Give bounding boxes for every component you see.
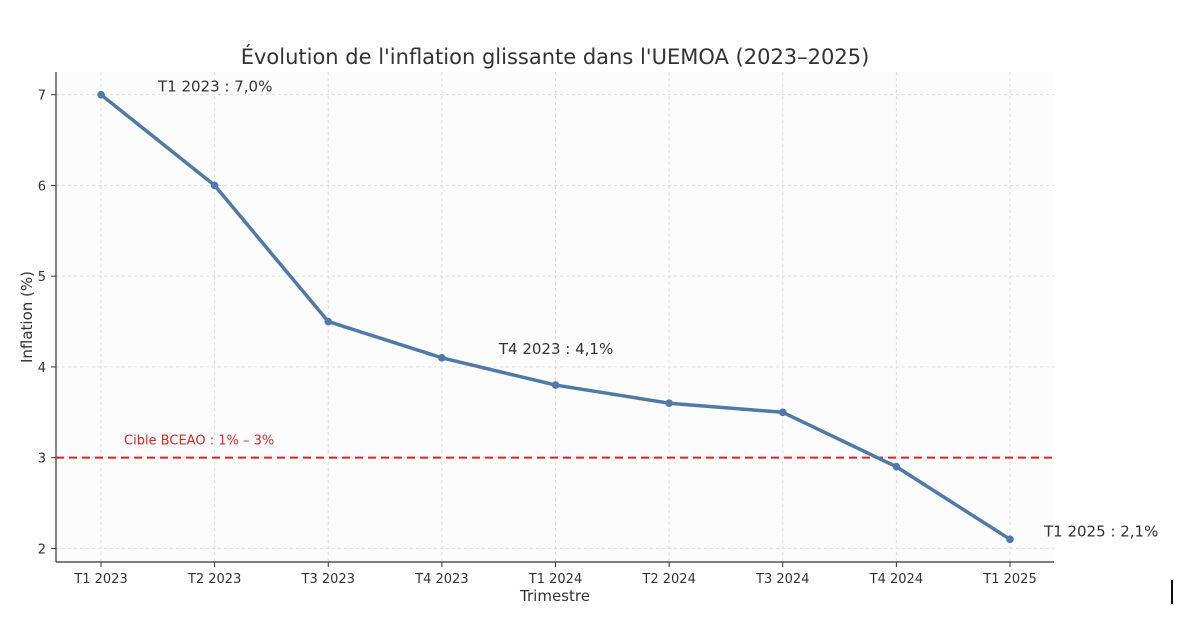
y-tick-label: 3 <box>38 452 46 467</box>
point-annotation: T1 2025 : 2,1% <box>1043 522 1158 540</box>
y-axis-label: Inflation (%) <box>18 271 36 363</box>
data-point <box>778 408 787 417</box>
data-point <box>210 181 219 190</box>
x-tick-label: T4 2024 <box>869 572 923 587</box>
data-point <box>665 399 673 408</box>
x-axis-label: Trimestre <box>519 587 590 605</box>
x-tick-label: T4 2023 <box>414 572 468 587</box>
x-tick-label: T3 2024 <box>755 572 809 587</box>
data-point <box>324 317 333 326</box>
data-point <box>438 354 446 362</box>
annotations: T1 2023 : 7,0% T4 2023 : 4,1% T1 2025 : 2,… <box>157 78 1158 541</box>
y-tick-label: 7 <box>38 89 46 104</box>
text-cursor <box>1171 580 1173 604</box>
x-tick-label: T1 2023 <box>73 572 127 587</box>
series <box>97 90 1014 544</box>
point-annotation: T4 2023 : 4,1% <box>498 340 613 358</box>
x-tick-label: T1 2025 <box>982 572 1036 587</box>
target-band: Cible BCEAO : 1% – 3% <box>56 434 1054 459</box>
data-point <box>551 381 560 389</box>
x-tick-label: T2 2023 <box>187 572 241 587</box>
chart-title: Évolution de l'inflation glissante dans … <box>241 44 870 69</box>
target-label: Cible BCEAO : 1% – 3% <box>124 434 274 449</box>
data-point <box>1006 535 1014 544</box>
data-point <box>892 462 901 471</box>
point-annotation: T1 2023 : 7,0% <box>157 78 272 96</box>
y-tick-label: 4 <box>38 361 46 376</box>
y-tick-label: 2 <box>38 542 46 557</box>
x-tick-label: T1 2024 <box>528 572 582 587</box>
y-tick-label: 5 <box>38 270 46 285</box>
axes: T1 2023 T2 2023 T3 2023 T4 2023 T1 2024 T2 20… <box>38 72 1054 587</box>
data-point <box>97 90 105 99</box>
x-tick-label: T2 2024 <box>641 572 695 587</box>
x-tick-label: T3 2023 <box>301 572 355 587</box>
y-tick-label: 6 <box>38 179 46 194</box>
